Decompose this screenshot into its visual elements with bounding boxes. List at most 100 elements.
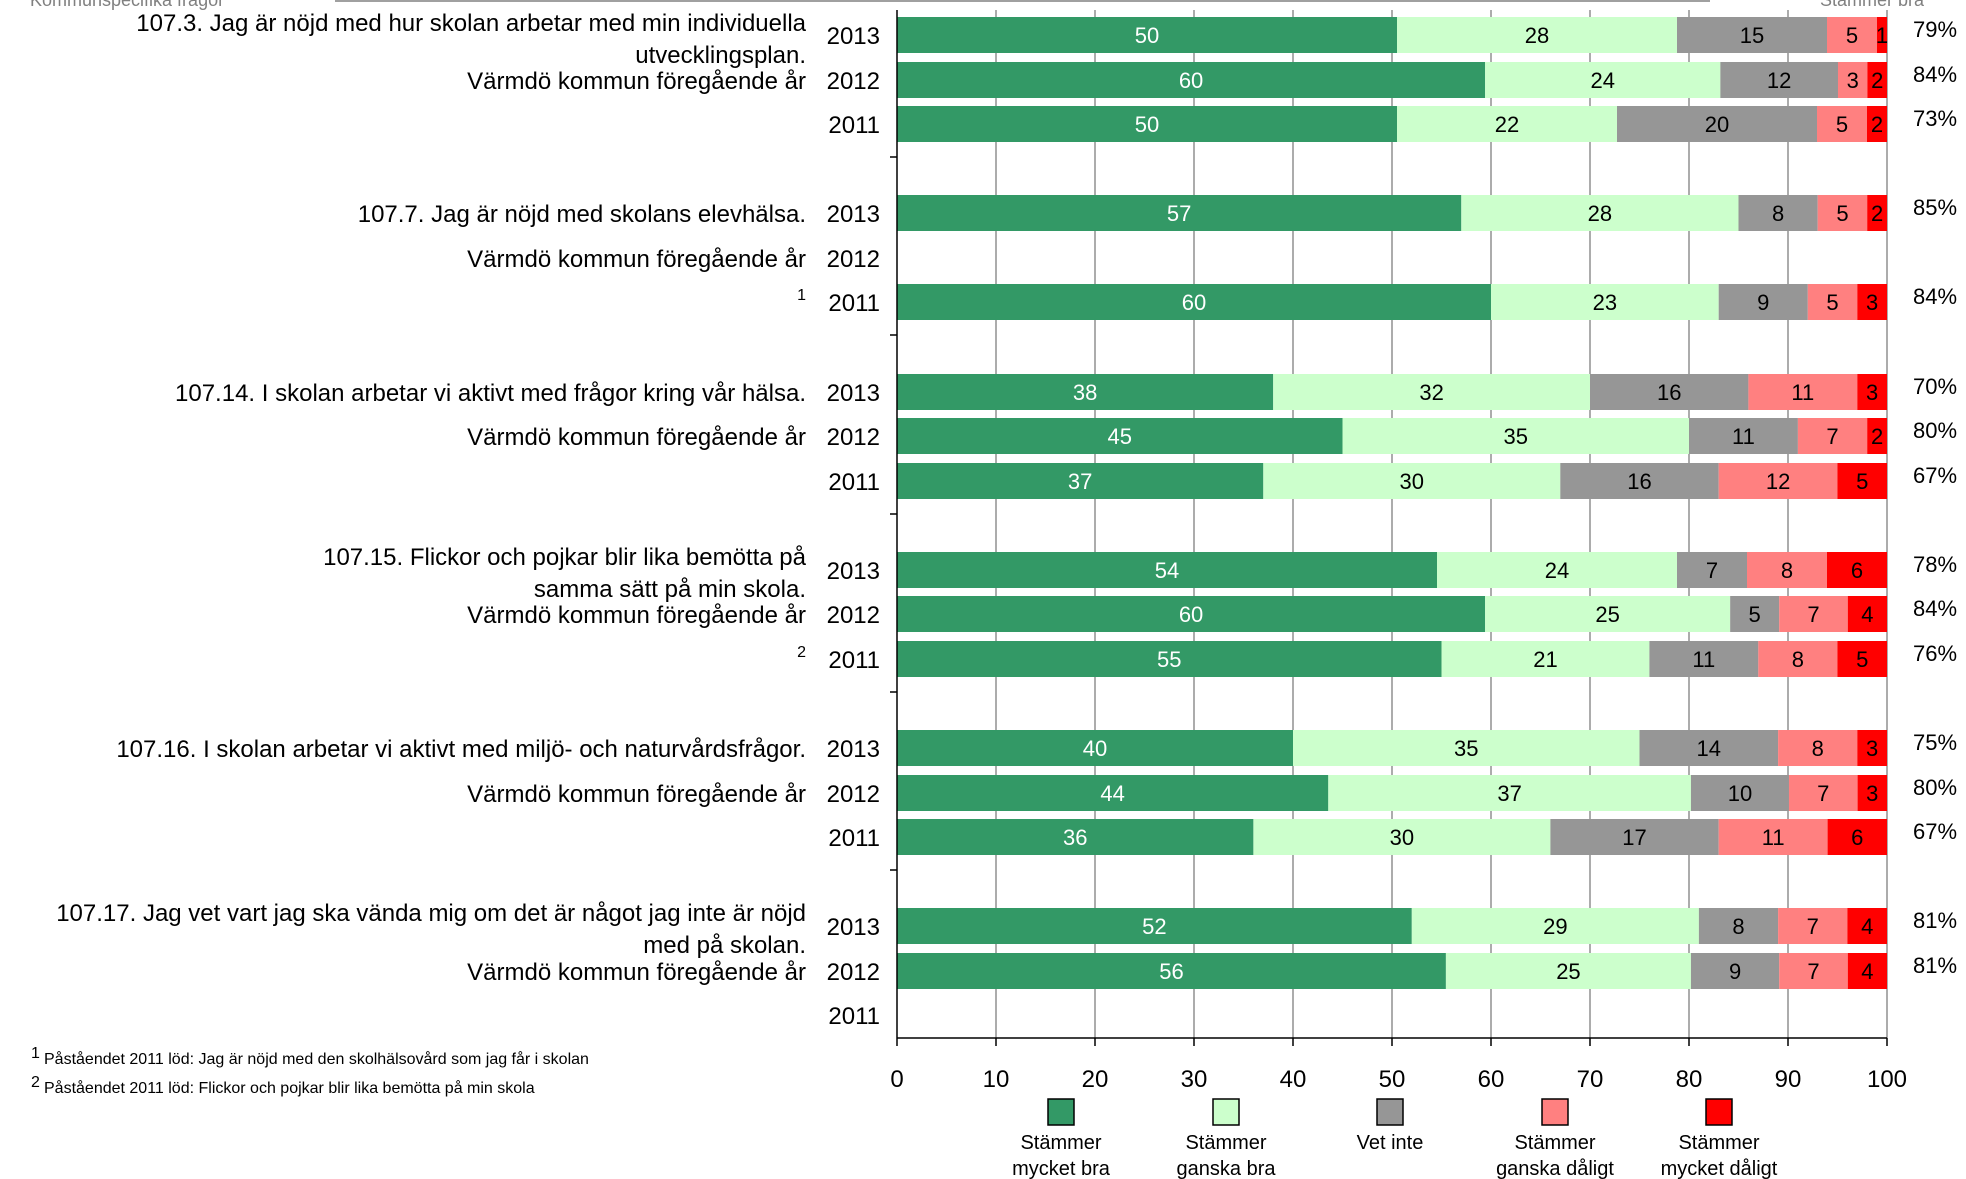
segment-value-label: 40 [1083, 736, 1107, 761]
question-text: 107.15. Flickor och pojkar blir lika bem… [323, 544, 807, 603]
segment-value-label: 5 [1826, 290, 1838, 315]
segment-mycket-daligt [1867, 106, 1887, 142]
segment-value-label: 29 [1543, 914, 1567, 939]
header-left-text: Kommunspecifika frågor [30, 0, 224, 10]
legend-item: Stämmer mycket bra [1012, 1098, 1111, 1179]
segment-mycket-daligt [1857, 374, 1887, 410]
row-year: 2011 [828, 825, 880, 852]
segment-ganska-bra [1411, 908, 1699, 944]
row-total-percent: 67% [1913, 463, 1957, 488]
segment-mycket-bra [897, 953, 1446, 989]
segment-value-label: 5 [1836, 112, 1848, 137]
legend-label: Vet inte [1357, 1132, 1424, 1154]
segment-ganska-bra [1485, 596, 1731, 632]
segment-mycket-bra [897, 641, 1442, 677]
segment-value-label: 8 [1732, 914, 1744, 939]
row-year: 2012 [827, 959, 880, 986]
segment-value-label: 2 [1871, 68, 1883, 93]
segment-value-label: 7 [1807, 959, 1819, 984]
row-year: 2012 [827, 68, 880, 95]
legend-swatch [1047, 1098, 1075, 1126]
segment-ganska-bra [1328, 775, 1691, 811]
segment-ganska-daligt [1718, 819, 1828, 855]
segment-value-label: 16 [1627, 469, 1651, 494]
footnote-marker: 1 [797, 287, 806, 304]
segment-mycket-bra [897, 284, 1491, 320]
segment-mycket-daligt [1847, 953, 1887, 989]
row-year: 2011 [828, 290, 880, 317]
stacked-bar: 60 25 5 7 4 [897, 596, 1887, 632]
segment-ganska-daligt [1817, 106, 1867, 142]
segment-mycket-bra [897, 62, 1486, 98]
stacked-bar: 44 37 10 7 3 [897, 775, 1887, 811]
stacked-bar: 37 30 16 12 5 [897, 463, 1887, 499]
stacked-bar: 60 23 9 5 3 [897, 284, 1887, 320]
segment-mycket-bra [897, 463, 1264, 499]
segment-ganska-daligt [1758, 641, 1838, 677]
segment-value-label: 3 [1847, 68, 1859, 93]
legend-swatch [1376, 1098, 1404, 1126]
row-total-percent: 85% [1913, 195, 1957, 220]
segment-value-label: 8 [1781, 558, 1793, 583]
segment-value-label: 14 [1697, 736, 1721, 761]
segment-value-label: 5 [1856, 469, 1868, 494]
segment-vet-inte [1720, 62, 1838, 98]
legend-item: Stämmer mycket dåligt [1661, 1098, 1778, 1179]
segment-value-label: 21 [1533, 647, 1557, 672]
segment-ganska-daligt [1817, 195, 1868, 231]
segment-ganska-daligt [1797, 418, 1868, 454]
x-tick-label: 50 [1379, 1066, 1406, 1093]
segment-vet-inte [1639, 730, 1779, 766]
legend: Stämmer mycket bra Stämmer ganska bra Vet in… [1012, 1098, 1778, 1179]
segment-value-label: 8 [1792, 647, 1804, 672]
stacked-bar: 45 35 11 7 2 [897, 418, 1887, 454]
segment-value-label: 12 [1767, 68, 1791, 93]
row-total-percent: 80% [1913, 418, 1957, 443]
segment-vet-inte [1718, 284, 1808, 320]
segment-ganska-daligt [1827, 17, 1877, 53]
segment-value-label: 8 [1772, 201, 1784, 226]
row-year: 2011 [828, 469, 880, 496]
segment-value-label: 37 [1068, 469, 1092, 494]
row-total-percent: 75% [1913, 730, 1957, 755]
segment-vet-inte [1730, 596, 1780, 632]
segment-vet-inte [1649, 641, 1759, 677]
segment-vet-inte [1677, 552, 1747, 588]
row-comparison-label: Värmdö kommun föregående år [467, 602, 806, 629]
segment-mycket-daligt [1877, 17, 1887, 53]
segment-value-label: 7 [1807, 914, 1819, 939]
row-year: 2013 [827, 23, 880, 50]
x-tick-label: 80 [1676, 1066, 1703, 1093]
segment-mycket-bra [897, 908, 1412, 944]
segment-value-label: 30 [1390, 825, 1414, 850]
segment-value-label: 11 [1762, 825, 1785, 850]
segment-value-label: 35 [1454, 736, 1478, 761]
segment-value-label: 17 [1622, 825, 1646, 850]
segment-value-label: 20 [1705, 112, 1729, 137]
segment-mycket-bra [897, 552, 1437, 588]
segment-ganska-daligt [1718, 463, 1838, 499]
gridlines [995, 10, 1888, 1038]
row-year: 2013 [827, 914, 880, 941]
segment-value-label: 2 [1871, 201, 1883, 226]
row-year: 2013 [827, 736, 880, 763]
segment-value-label: 22 [1495, 112, 1519, 137]
row-total-percent: 73% [1913, 106, 1957, 131]
row-year: 2011 [828, 647, 880, 674]
segment-vet-inte [1698, 908, 1779, 944]
legend-label: Stämmer mycket dåligt [1661, 1132, 1778, 1179]
segment-value-label: 38 [1073, 380, 1097, 405]
segment-value-label: 6 [1851, 558, 1863, 583]
segment-value-label: 55 [1157, 647, 1181, 672]
segment-mycket-bra [897, 374, 1274, 410]
segment-value-label: 60 [1182, 290, 1206, 315]
legend-label: Stämmer ganska bra [1177, 1132, 1277, 1179]
row-year: 2012 [827, 781, 880, 808]
segment-value-label: 50 [1135, 112, 1159, 137]
segment-value-label: 7 [1706, 558, 1718, 583]
row-total-percent: 84% [1913, 62, 1957, 87]
x-axis: 0 10 20 30 40 50 60 70 80 90 100 [890, 10, 1907, 1093]
stacked-bar: 38 32 16 11 3 [897, 374, 1887, 410]
segment-value-label: 28 [1525, 23, 1549, 48]
segment-ganska-bra [1342, 418, 1689, 454]
